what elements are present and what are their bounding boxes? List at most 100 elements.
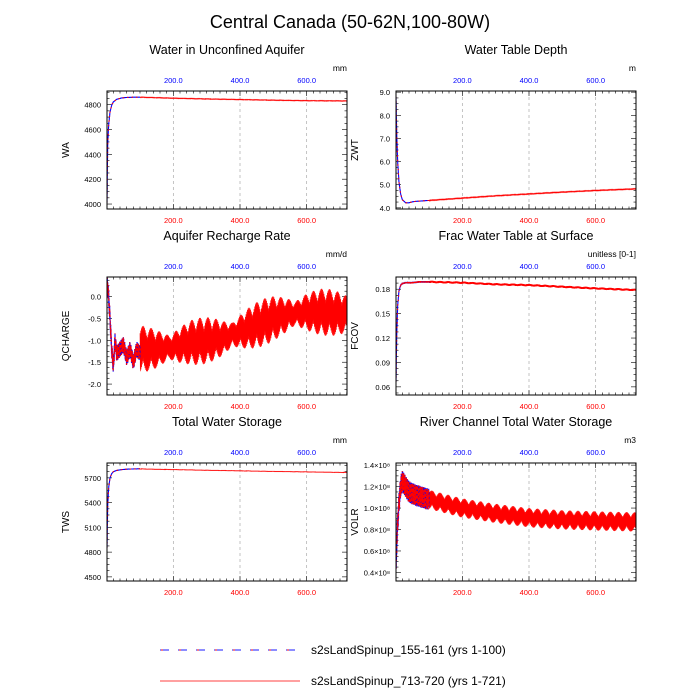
plot-frame xyxy=(395,462,637,582)
series-group xyxy=(107,468,347,549)
chart-panel: Water Table Depth m ZWT 200.0 200.0 400.0 400.… xyxy=(350,43,637,225)
y-tick-label: 7.0 xyxy=(380,134,390,143)
x-tick-label-top: 400.0 xyxy=(231,76,250,85)
series-group xyxy=(396,280,636,383)
y-tick-label: 4600 xyxy=(84,126,101,135)
figure-title: Central Canada (50-62N,100-80W) xyxy=(210,12,490,32)
x-tick-label: 200.0 xyxy=(453,402,472,411)
x-tick-label-top: 200.0 xyxy=(164,448,183,457)
x-tick-label: 600.0 xyxy=(297,588,316,597)
units-label: mm xyxy=(333,435,347,445)
y-tick-label: 1.0×10⁸ xyxy=(364,504,390,513)
x-tick-label-top: 200.0 xyxy=(164,76,183,85)
y-axis-label: FCOV xyxy=(350,322,361,350)
x-tick-label-top: 400.0 xyxy=(231,262,250,271)
series-line-spinup-155-161-dash xyxy=(107,96,140,203)
series-group xyxy=(107,277,347,372)
y-tick-label: 5700 xyxy=(84,474,101,483)
series-line-spinup-713-720 xyxy=(428,187,636,202)
x-tick-label: 400.0 xyxy=(231,588,250,597)
plot-frame xyxy=(395,90,637,210)
y-tick-label: 0.06 xyxy=(375,383,390,392)
series-line-spinup-713-720 xyxy=(139,96,347,103)
series-line-spinup-155-161 xyxy=(396,281,430,383)
series-group xyxy=(396,96,636,204)
units-label: mm xyxy=(333,63,347,73)
panel-title: Total Water Storage xyxy=(172,415,282,429)
x-tick-label: 600.0 xyxy=(586,216,605,225)
x-tick-label-top: 200.0 xyxy=(453,262,472,271)
y-tick-label: 5.0 xyxy=(380,181,390,190)
y-tick-label: -2.0 xyxy=(88,380,101,389)
y-tick-label: 6.0 xyxy=(380,158,390,167)
y-tick-label: 0.18 xyxy=(375,285,390,294)
y-tick-label: 9.0 xyxy=(380,88,390,97)
x-tick-label-top: 600.0 xyxy=(297,262,316,271)
series-line-spinup-713-720 xyxy=(139,288,347,372)
y-tick-label: 0.15 xyxy=(375,310,390,319)
chart-panel: Aquifer Recharge Rate mm/d QCHARGE 200.0 200… xyxy=(61,229,348,411)
series-line-spinup-155-161-dash xyxy=(396,281,430,383)
chart-panel: Water in Unconfined Aquifer mm WA 200.0 200.… xyxy=(61,43,348,225)
plot-frame xyxy=(106,462,348,582)
x-tick-label: 200.0 xyxy=(164,588,183,597)
x-tick-label: 200.0 xyxy=(453,216,472,225)
x-tick-label: 200.0 xyxy=(453,588,472,597)
x-tick-label-top: 200.0 xyxy=(453,76,472,85)
x-tick-label: 600.0 xyxy=(297,216,316,225)
x-tick-label-top: 200.0 xyxy=(453,448,472,457)
x-tick-label: 200.0 xyxy=(164,402,183,411)
x-tick-label-top: 200.0 xyxy=(164,262,183,271)
y-axis-label: ZWT xyxy=(350,139,361,161)
x-tick-label: 400.0 xyxy=(231,402,250,411)
y-axis-label: WA xyxy=(61,142,72,158)
y-tick-label: 0.8×10⁸ xyxy=(364,526,390,535)
y-tick-label: 1.2×10⁸ xyxy=(364,483,390,492)
panel-title: River Channel Total Water Storage xyxy=(420,415,613,429)
series-line-spinup-155-161-dash xyxy=(396,96,430,204)
x-tick-label-top: 400.0 xyxy=(231,448,250,457)
y-tick-label: -1.0 xyxy=(88,336,101,345)
panel-title: Water Table Depth xyxy=(465,43,568,57)
units-label: m xyxy=(629,63,636,73)
plot-frame xyxy=(106,276,348,396)
y-tick-label: 0.6×10⁸ xyxy=(364,547,390,556)
series-line-spinup-713-720 xyxy=(428,490,636,532)
series-line-spinup-713-720 xyxy=(428,280,636,292)
units-label: unitless [0-1] xyxy=(588,249,636,259)
legend-label: s2sLandSpinup_713-720 (yrs 1-721) xyxy=(311,674,506,688)
x-tick-label: 600.0 xyxy=(586,588,605,597)
y-tick-label: -0.5 xyxy=(88,315,101,324)
x-tick-label-top: 600.0 xyxy=(586,262,605,271)
y-tick-label: 4.0 xyxy=(380,204,390,213)
x-tick-label: 600.0 xyxy=(586,402,605,411)
x-tick-label-top: 400.0 xyxy=(520,448,539,457)
x-tick-label-top: 600.0 xyxy=(586,448,605,457)
y-tick-label: 0.09 xyxy=(375,358,390,367)
units-label: mm/d xyxy=(326,249,348,259)
series-line-spinup-713-720 xyxy=(139,468,347,474)
y-tick-label: 0.4×10⁸ xyxy=(364,568,390,577)
y-tick-label: 4500 xyxy=(84,573,101,582)
units-label: m3 xyxy=(624,435,636,445)
plot-frame xyxy=(395,276,637,396)
y-tick-label: 4800 xyxy=(84,101,101,110)
y-tick-label: 0.12 xyxy=(375,334,390,343)
x-tick-label: 400.0 xyxy=(231,216,250,225)
x-tick-label: 600.0 xyxy=(297,402,316,411)
y-axis-label: VOLR xyxy=(350,508,361,535)
x-tick-label: 400.0 xyxy=(520,216,539,225)
series-line-spinup-155-161 xyxy=(107,96,140,203)
legend-item: s2sLandSpinup_155-161 (yrs 1-100) xyxy=(160,643,506,657)
legend-label: s2sLandSpinup_155-161 (yrs 1-100) xyxy=(311,643,506,657)
series-line-spinup-155-161-dash xyxy=(396,471,430,569)
chart-panel: Frac Water Table at Surface unitless [0-1… xyxy=(350,229,637,411)
panel-title: Frac Water Table at Surface xyxy=(439,229,594,243)
x-tick-label-top: 600.0 xyxy=(297,76,316,85)
y-tick-label: -1.5 xyxy=(88,358,101,367)
y-tick-label: 4400 xyxy=(84,150,101,159)
y-tick-label: 4000 xyxy=(84,200,101,209)
y-tick-label: 4200 xyxy=(84,175,101,184)
y-axis-label: QCHARGE xyxy=(61,310,72,361)
y-tick-label: 5100 xyxy=(84,523,101,532)
